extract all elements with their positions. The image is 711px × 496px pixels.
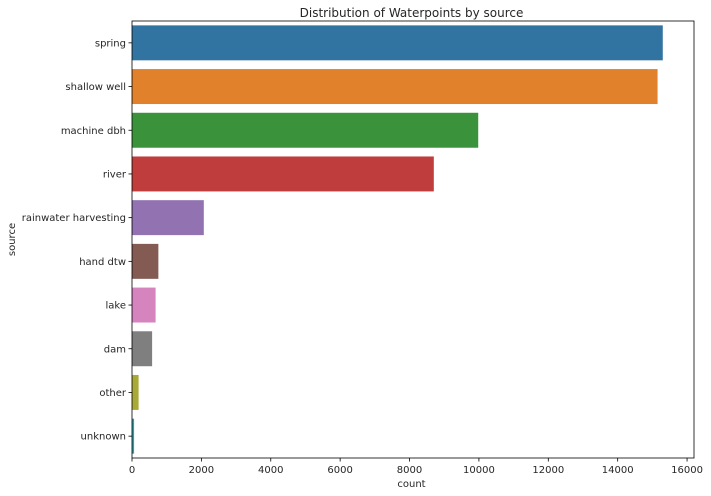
y-tick-label: lake	[106, 301, 127, 312]
bar-river	[132, 156, 434, 192]
bar-lake	[132, 287, 156, 323]
y-tick-label: machine dbh	[61, 126, 126, 137]
bar-shallow-well	[132, 69, 658, 105]
x-tick-label: 16000	[671, 465, 703, 476]
y-tick-label: hand dtw	[79, 257, 126, 268]
x-tick-label: 4000	[258, 465, 283, 476]
bar-dam	[132, 331, 153, 367]
x-tick-label: 6000	[327, 465, 352, 476]
bars-group	[132, 25, 663, 454]
bar-machine-dbh	[132, 112, 479, 148]
x-axis-label: count	[397, 479, 425, 490]
x-tick-label: 2000	[189, 465, 214, 476]
y-axis-label: source	[7, 223, 18, 256]
x-tick-label: 10000	[463, 465, 495, 476]
x-tick-label: 14000	[602, 465, 634, 476]
y-tick-label: spring	[95, 38, 126, 49]
bar-unknown	[132, 418, 135, 454]
y-tick-label: shallow well	[65, 82, 126, 93]
bar-other	[132, 374, 139, 410]
y-tick-label: other	[99, 388, 127, 399]
y-tick-label: rainwater harvesting	[22, 213, 126, 224]
x-tick-label: 8000	[397, 465, 422, 476]
bar-spring	[132, 25, 663, 61]
x-tick-label: 12000	[532, 465, 564, 476]
bar-hand-dtw	[132, 243, 159, 279]
plot-frame	[131, 20, 695, 459]
x-tick-label: 0	[129, 465, 135, 476]
y-tick-label: dam	[104, 344, 126, 355]
bar-rainwater-harvesting	[132, 200, 204, 236]
chart-title: Distribution of Waterpoints by source	[300, 6, 524, 20]
y-tick-label: unknown	[81, 432, 126, 443]
y-ticks-group: spring shallow well machine dbh river rainwa…	[22, 38, 132, 443]
x-ticks-group: 0 2000 4000 6000 8000 10000 12000 14000 16000	[129, 458, 703, 476]
y-tick-label: river	[103, 169, 127, 180]
